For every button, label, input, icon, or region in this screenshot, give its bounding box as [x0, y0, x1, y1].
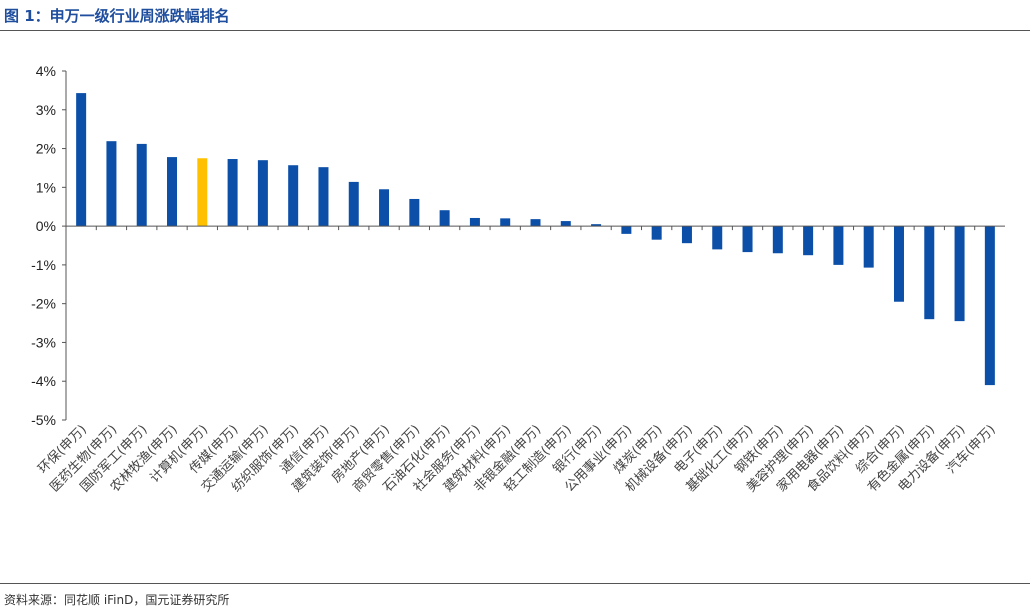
title-divider [0, 30, 1030, 31]
bar [984, 226, 995, 386]
bar [76, 93, 87, 227]
bar [318, 167, 329, 227]
bar [379, 189, 390, 227]
bar [500, 218, 511, 227]
bar [893, 226, 904, 302]
bar [167, 157, 178, 227]
bar [772, 226, 783, 254]
y-tick-label: 0% [36, 218, 56, 234]
bar [863, 226, 874, 268]
bar [288, 165, 299, 227]
bar [257, 160, 268, 227]
bar [197, 158, 208, 227]
y-tick-label: 4% [36, 63, 56, 79]
bar [924, 226, 935, 320]
source-note: 资料来源：同花顺 iFinD，国元证券研究所 [4, 593, 230, 607]
bar [651, 226, 662, 240]
bar [681, 226, 692, 244]
y-tick-label: -5% [31, 412, 56, 428]
bar [621, 226, 632, 234]
bar [348, 181, 359, 227]
footer-divider [0, 583, 1030, 584]
bar [227, 159, 238, 227]
bar [439, 210, 450, 227]
y-tick-label: 1% [36, 179, 56, 195]
bar [469, 217, 480, 227]
figure-title: 图 1：申万一级行业周涨跌幅排名 [4, 7, 230, 25]
bar [954, 226, 965, 322]
bar [803, 226, 814, 256]
y-tick-label: -3% [31, 334, 56, 350]
y-tick-label: -2% [31, 296, 56, 312]
y-tick-label: -4% [31, 373, 56, 389]
y-tick-label: 2% [36, 141, 56, 157]
bar [712, 226, 723, 250]
bar [530, 219, 541, 227]
y-tick-label: -1% [31, 257, 56, 273]
bar [136, 143, 147, 227]
bar [106, 141, 117, 227]
bar [742, 226, 753, 253]
bar [833, 226, 844, 265]
bar [560, 221, 571, 227]
y-tick-label: 3% [36, 102, 56, 118]
bar [409, 198, 420, 227]
bar [591, 224, 602, 227]
